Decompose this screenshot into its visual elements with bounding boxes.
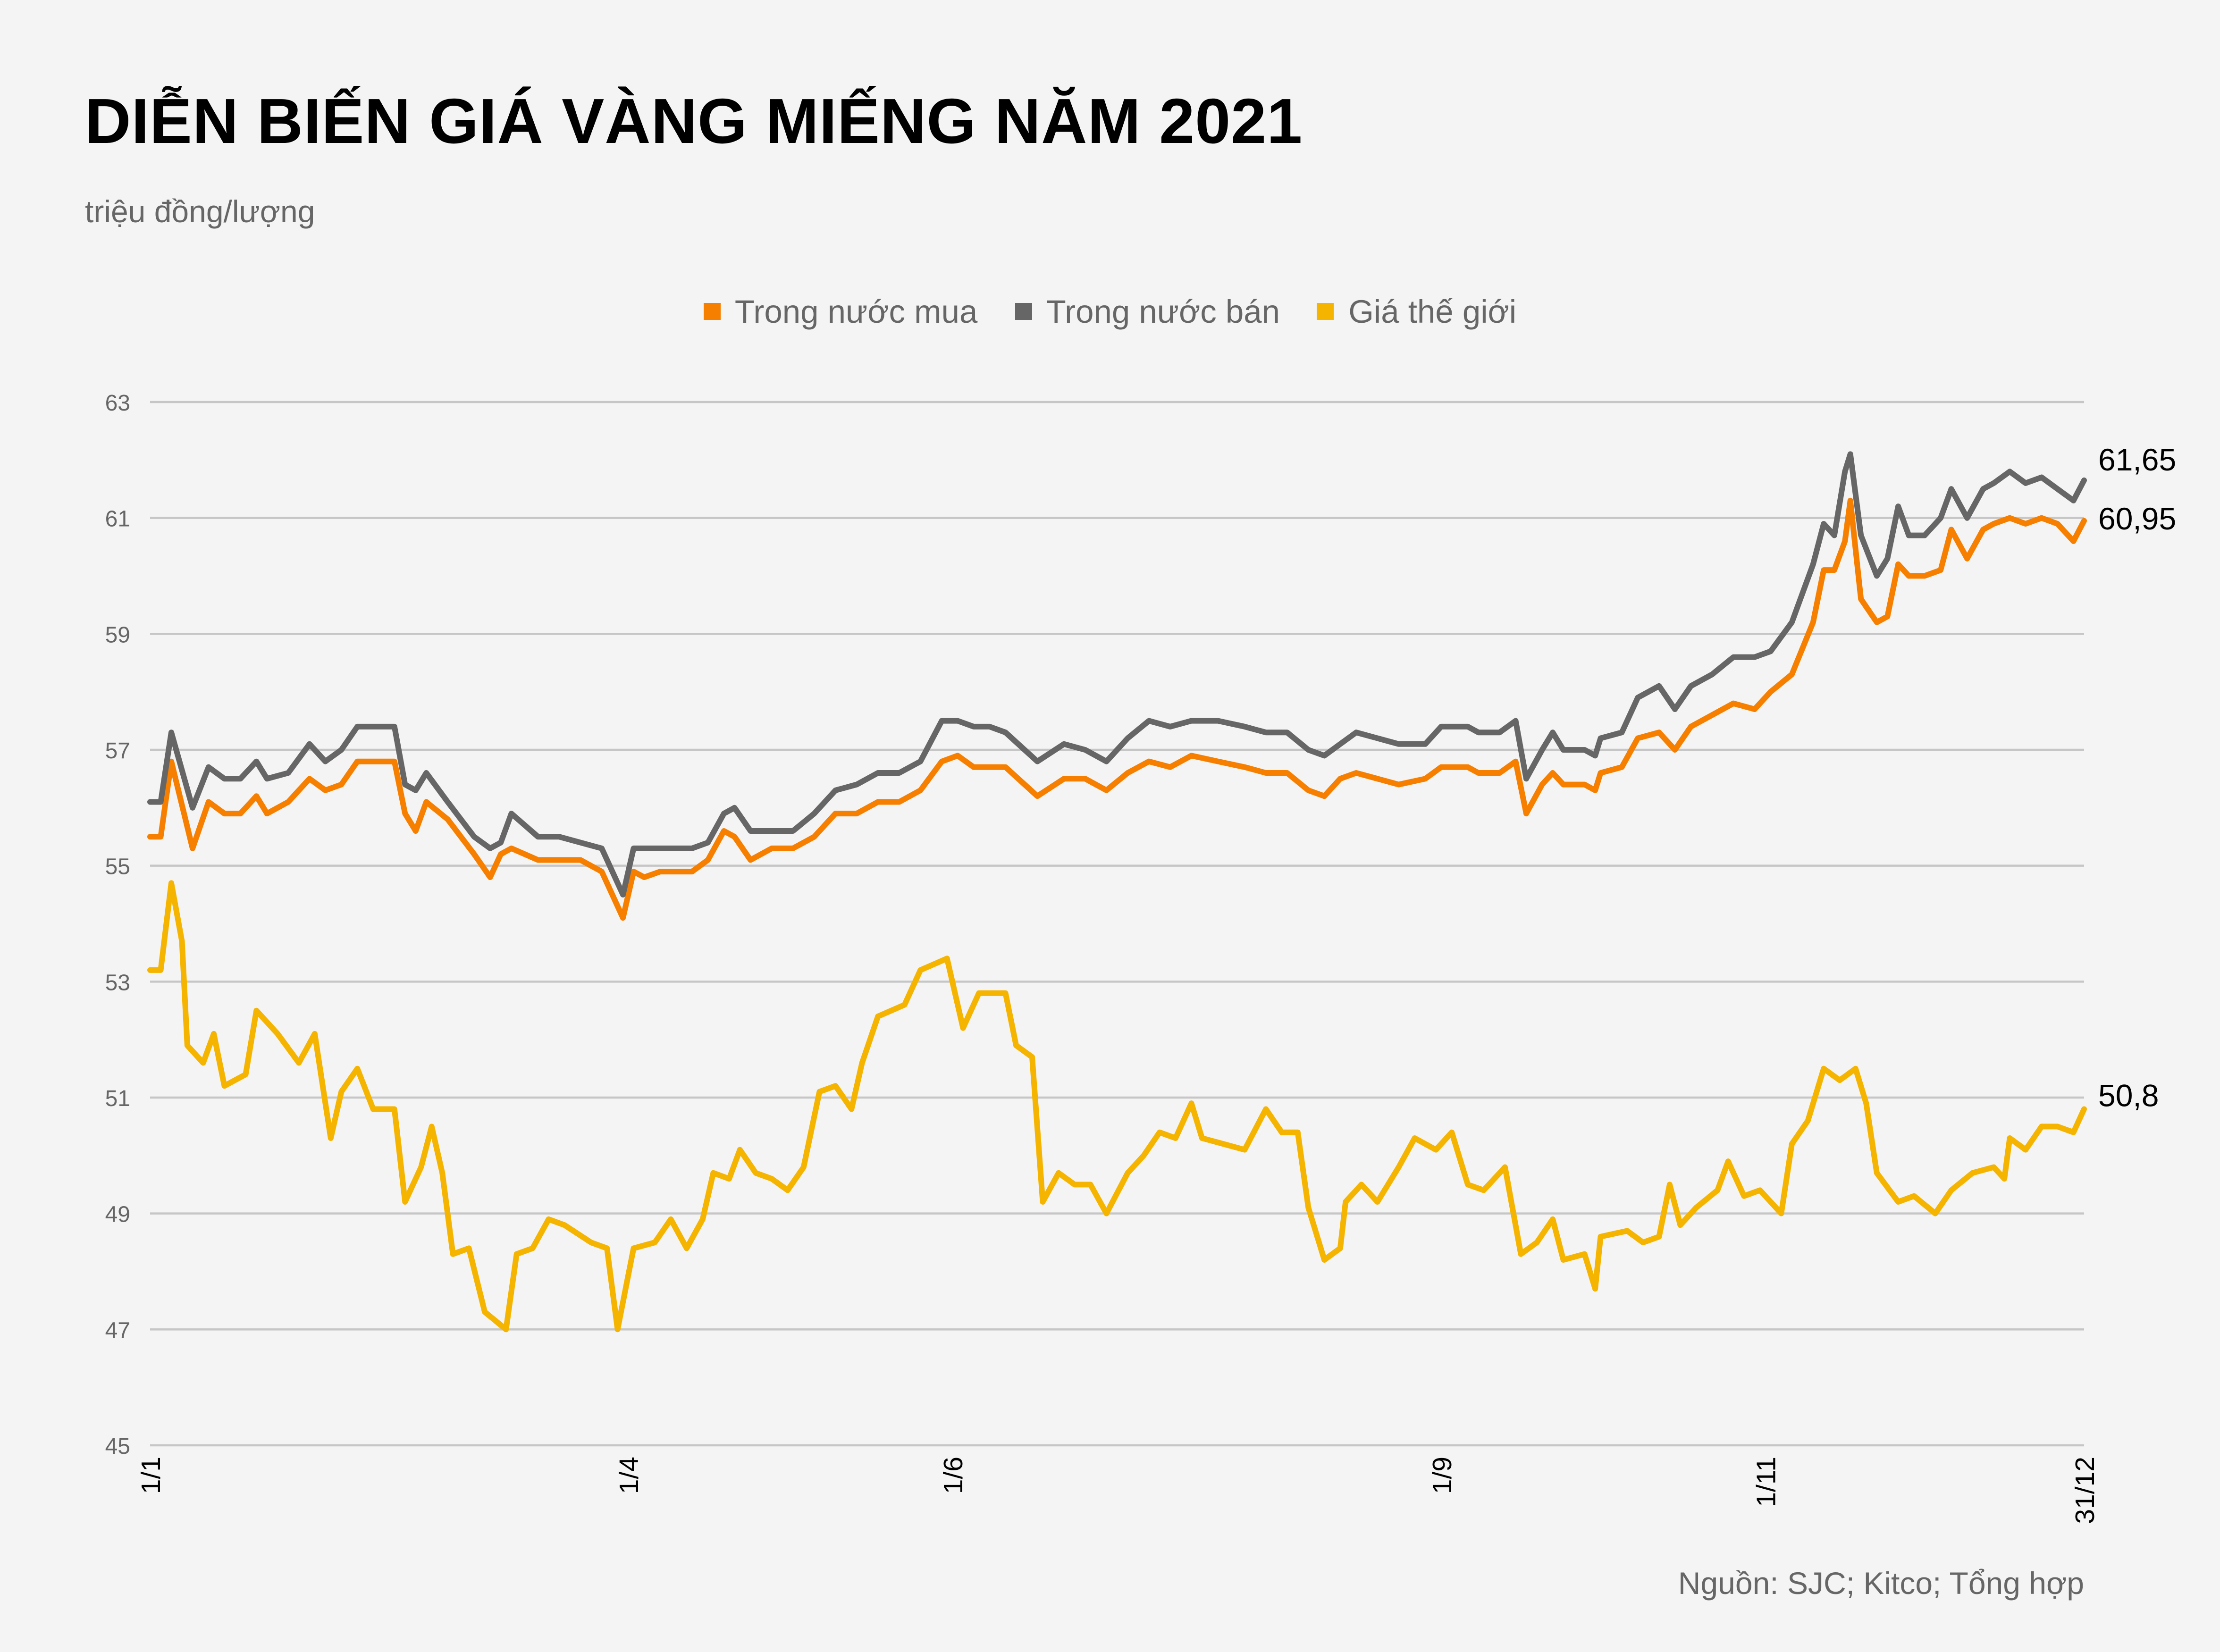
x-tick-label: 31/12 bbox=[2070, 1457, 2100, 1524]
y-axis-ticks: 45 47 49 51 53 55 57 59 61 63 bbox=[105, 391, 130, 1459]
series-line-1 bbox=[147, 451, 2087, 897]
y-tick-label: 53 bbox=[105, 970, 130, 995]
chart-title: DIỄN BIẾN GIÁ VÀNG MIẾNG NĂM 2021 bbox=[85, 85, 1303, 157]
series-line-2 bbox=[147, 880, 2087, 1333]
end-value-label: 61,65 bbox=[2098, 442, 2176, 477]
legend-item-sell: Trong nước bán bbox=[1015, 293, 1280, 331]
legend-swatch-buy bbox=[703, 303, 721, 320]
x-axis-ticks: 1/1 1/4 1/6 1/9 1/11 31/12 bbox=[136, 1457, 2100, 1524]
x-tick-label: 1/11 bbox=[1751, 1457, 1782, 1507]
legend: Trong nước mua Trong nước bán Giá thế gi… bbox=[0, 290, 2220, 331]
y-tick-label: 59 bbox=[105, 622, 130, 647]
legend-swatch-world bbox=[1317, 303, 1335, 320]
legend-item-buy: Trong nước mua bbox=[703, 292, 978, 331]
legend-label-buy: Trong nước mua bbox=[734, 292, 978, 329]
legend-label-world: Giá thế giới bbox=[1348, 292, 1517, 329]
end-value-label: 60,95 bbox=[2098, 501, 2176, 536]
series-lines bbox=[147, 451, 2087, 1333]
y-tick-label: 45 bbox=[105, 1434, 130, 1459]
legend-swatch-sell bbox=[1015, 303, 1032, 320]
x-tick-label: 1/4 bbox=[614, 1457, 644, 1494]
chart-unit: triệu đồng/lượng bbox=[85, 194, 315, 229]
y-tick-label: 55 bbox=[105, 855, 130, 880]
x-tick-label: 1/6 bbox=[938, 1457, 968, 1494]
x-tick-label: 1/9 bbox=[1427, 1457, 1457, 1494]
y-tick-label: 49 bbox=[105, 1202, 130, 1227]
y-tick-label: 63 bbox=[105, 391, 130, 416]
source-note: Nguồn: SJC; Kitco; Tổng hợp bbox=[1678, 1566, 2084, 1601]
y-tick-label: 57 bbox=[105, 738, 130, 763]
series-line-0 bbox=[147, 497, 2087, 921]
y-tick-label: 51 bbox=[105, 1086, 130, 1111]
y-tick-label: 47 bbox=[105, 1318, 130, 1343]
legend-item-world: Giá thế giới bbox=[1317, 293, 1516, 331]
y-tick-label: 61 bbox=[105, 507, 130, 532]
gridlines bbox=[150, 401, 2084, 1447]
x-tick-label: 1/1 bbox=[136, 1457, 166, 1494]
end-labels: 60,95 61,65 50,8 bbox=[2098, 442, 2176, 1113]
legend-label-sell: Trong nước bán bbox=[1046, 292, 1280, 329]
end-value-label: 50,8 bbox=[2098, 1078, 2159, 1113]
